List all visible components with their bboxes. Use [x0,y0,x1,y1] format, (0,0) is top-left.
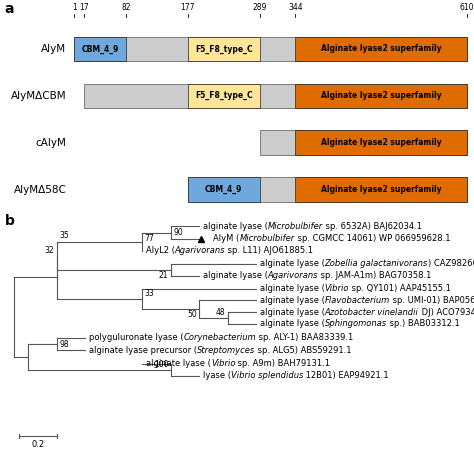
Text: DJ) ACO79344.1: DJ) ACO79344.1 [419,308,474,317]
Text: Azotobacter vinelandii: Azotobacter vinelandii [325,308,419,317]
FancyBboxPatch shape [260,131,467,155]
Text: lyase (: lyase ( [203,371,231,381]
Text: sp. UMI-01) BAP05660.1: sp. UMI-01) BAP05660.1 [390,296,474,305]
Text: AlyMΔ58C: AlyMΔ58C [13,185,66,195]
Text: Zobellia galactanivorans: Zobellia galactanivorans [325,259,428,268]
FancyBboxPatch shape [295,84,467,108]
Text: AlyMΔCBM: AlyMΔCBM [11,91,66,101]
Text: AlyM: AlyM [41,44,66,54]
Text: Vibrio: Vibrio [211,359,236,368]
Text: sp. L11) AJO61885.1: sp. L11) AJO61885.1 [225,246,313,256]
Text: b: b [5,214,15,228]
Text: Microbulbifer: Microbulbifer [268,222,323,231]
FancyBboxPatch shape [188,177,467,202]
Text: 177: 177 [181,3,195,12]
Text: alginate lyase (: alginate lyase ( [203,272,268,280]
Text: alginate lyase precursor (: alginate lyase precursor ( [89,346,197,354]
Text: 98: 98 [59,340,69,349]
Text: 50: 50 [187,311,197,319]
FancyBboxPatch shape [188,177,260,202]
Text: sp. 6532A) BAJ62034.1: sp. 6532A) BAJ62034.1 [323,222,422,231]
Text: 0.2: 0.2 [31,440,45,449]
FancyBboxPatch shape [295,37,467,61]
Text: CBM_4_9: CBM_4_9 [82,44,119,54]
Text: AlyM (: AlyM ( [213,234,239,243]
FancyBboxPatch shape [74,37,127,61]
Text: alginate lyase (: alginate lyase ( [260,259,325,268]
Text: Sphingomonas: Sphingomonas [325,319,387,328]
Text: alginate lyase (: alginate lyase ( [146,359,211,368]
Text: Vibrio: Vibrio [325,284,349,294]
Text: 100: 100 [154,360,168,369]
Text: 82: 82 [122,3,131,12]
Text: Alginate lyase2 superfamily: Alginate lyase2 superfamily [321,185,441,194]
Text: AlyL2 (: AlyL2 ( [146,246,175,256]
Text: Vibrio splendidus: Vibrio splendidus [231,371,303,381]
Text: Alginate lyase2 superfamily: Alginate lyase2 superfamily [321,138,441,147]
Text: sp. QY101) AAP45155.1: sp. QY101) AAP45155.1 [349,284,451,294]
Text: sp. CGMCC 14061) WP 066959628.1: sp. CGMCC 14061) WP 066959628.1 [295,234,450,243]
Text: 90: 90 [173,228,183,237]
Text: 12B01) EAP94921.1: 12B01) EAP94921.1 [303,371,389,381]
Text: 289: 289 [253,3,267,12]
Text: cAlyM: cAlyM [36,138,66,147]
FancyBboxPatch shape [188,37,260,61]
Text: 17: 17 [80,3,89,12]
Text: sp. ALG5) ABS59291.1: sp. ALG5) ABS59291.1 [255,346,352,354]
Text: sp. A9m) BAH79131.1: sp. A9m) BAH79131.1 [236,359,330,368]
Text: F5_F8_type_C: F5_F8_type_C [195,44,253,54]
Text: Alginate lyase2 superfamily: Alginate lyase2 superfamily [321,44,441,54]
FancyBboxPatch shape [74,37,467,61]
FancyBboxPatch shape [295,131,467,155]
Text: Agarivorans: Agarivorans [175,246,225,256]
Text: alginate lyase (: alginate lyase ( [260,308,325,317]
Text: sp.) BAB03312.1: sp.) BAB03312.1 [387,319,459,328]
FancyBboxPatch shape [84,84,467,108]
Text: CBM_4_9: CBM_4_9 [205,185,242,194]
Text: sp. ALY-1) BAA83339.1: sp. ALY-1) BAA83339.1 [256,333,354,343]
Text: 32: 32 [45,245,55,255]
Text: F5_F8_type_C: F5_F8_type_C [195,91,253,100]
Text: 21: 21 [159,271,168,280]
Text: 1: 1 [72,3,76,12]
Text: 77: 77 [145,234,155,243]
Text: alginate lyase (: alginate lyase ( [260,296,325,305]
Text: ) CAZ98266.1: ) CAZ98266.1 [428,259,474,268]
Text: alginate lyase (: alginate lyase ( [260,284,325,294]
Text: Agarivorans: Agarivorans [268,272,318,280]
Text: 48: 48 [216,308,225,317]
Text: polyguluronate lyase (: polyguluronate lyase ( [89,333,183,343]
Text: sp. JAM-A1m) BAG70358.1: sp. JAM-A1m) BAG70358.1 [318,272,432,280]
FancyBboxPatch shape [295,177,467,202]
Text: alginate lyase (: alginate lyase ( [203,222,268,231]
Text: a: a [5,2,14,16]
Text: Streptomyces: Streptomyces [197,346,255,354]
Text: Corynebacterium: Corynebacterium [183,333,256,343]
Text: Flavobacterium: Flavobacterium [325,296,390,305]
Text: Microbulbifer: Microbulbifer [239,234,295,243]
Text: alginate lyase (: alginate lyase ( [260,319,325,328]
FancyBboxPatch shape [188,84,260,108]
Text: Alginate lyase2 superfamily: Alginate lyase2 superfamily [321,91,441,100]
Text: 33: 33 [145,289,155,298]
Text: 344: 344 [288,3,302,12]
Text: 610: 610 [460,3,474,12]
Text: 35: 35 [59,231,69,240]
